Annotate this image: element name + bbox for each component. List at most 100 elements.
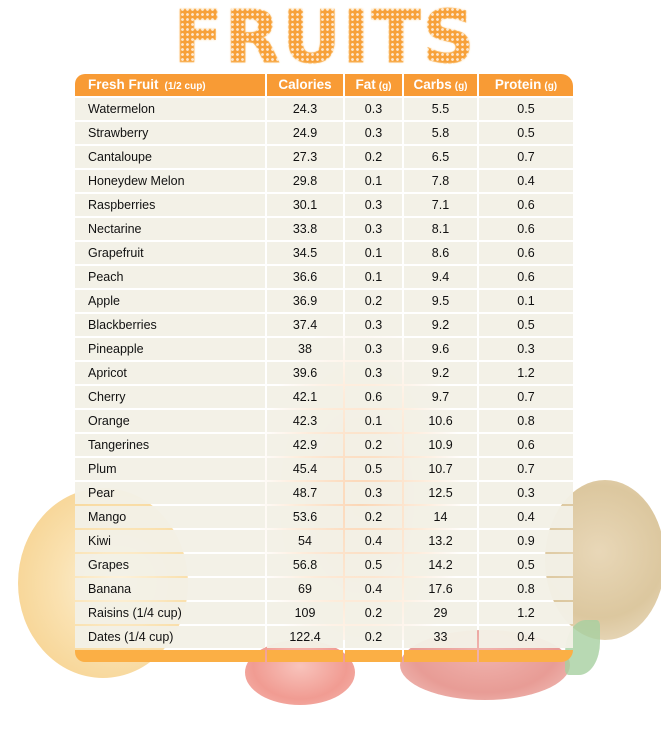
cell-protein: 0.5: [479, 314, 573, 336]
cell-fat: 0.1: [345, 242, 402, 264]
table-row: Watermelon 24.3 0.3 5.5 0.5: [75, 98, 573, 120]
table-row: Pineapple 38 0.3 9.6 0.3: [75, 338, 573, 360]
header-fresh-fruit: Fresh Fruit (1/2 cup): [75, 74, 265, 96]
cell-fruit: Plum: [75, 458, 265, 480]
cell-fruit: Mango: [75, 506, 265, 528]
cell-protein: 0.4: [479, 626, 573, 648]
cell-calories: 122.4: [267, 626, 343, 648]
cell-fruit: Raisins (1/4 cup): [75, 602, 265, 624]
cell-calories: 29.8: [267, 170, 343, 192]
cell-fruit: Blackberries: [75, 314, 265, 336]
cell-fruit: Watermelon: [75, 98, 265, 120]
cell-calories: 38: [267, 338, 343, 360]
cell-calories: 39.6: [267, 362, 343, 384]
cell-protein: 0.4: [479, 506, 573, 528]
cell-calories: 53.6: [267, 506, 343, 528]
header-protein: Protein (g): [479, 74, 573, 96]
table-row: Orange 42.3 0.1 10.6 0.8: [75, 410, 573, 432]
cell-protein: 0.8: [479, 578, 573, 600]
cell-protein: 0.5: [479, 554, 573, 576]
cell-carbs: 9.6: [404, 338, 477, 360]
cell-protein: 0.5: [479, 98, 573, 120]
nutrition-table: Fresh Fruit (1/2 cup) Calories Fat (g) Car…: [75, 74, 573, 664]
cell-fat: 0.3: [345, 122, 402, 144]
cell-fruit: Banana: [75, 578, 265, 600]
cell-protein: 1.2: [479, 362, 573, 384]
cell-fruit: Apricot: [75, 362, 265, 384]
cell-fat: 0.6: [345, 386, 402, 408]
table-row: Plum 45.4 0.5 10.7 0.7: [75, 458, 573, 480]
cell-protein: 0.9: [479, 530, 573, 552]
cell-carbs: 33: [404, 626, 477, 648]
cell-carbs: 8.1: [404, 218, 477, 240]
header-calories: Calories: [267, 74, 343, 96]
cell-fruit: Cantaloupe: [75, 146, 265, 168]
cell-protein: 0.6: [479, 434, 573, 456]
cell-carbs: 5.8: [404, 122, 477, 144]
cell-carbs: 17.6: [404, 578, 477, 600]
cell-fat: 0.2: [345, 506, 402, 528]
cell-calories: 24.9: [267, 122, 343, 144]
cell-fat: 0.2: [345, 146, 402, 168]
cell-fat: 0.1: [345, 266, 402, 288]
cell-fruit: Grapes: [75, 554, 265, 576]
cell-protein: 0.7: [479, 458, 573, 480]
cell-protein: 0.6: [479, 266, 573, 288]
cell-fruit: Dates (1/4 cup): [75, 626, 265, 648]
cell-fat: 0.1: [345, 410, 402, 432]
cell-calories: 69: [267, 578, 343, 600]
cell-fat: 0.4: [345, 578, 402, 600]
cell-carbs: 9.7: [404, 386, 477, 408]
table-footer-bar: [75, 650, 573, 662]
cell-protein: 0.3: [479, 338, 573, 360]
cell-calories: 37.4: [267, 314, 343, 336]
cell-protein: 0.5: [479, 122, 573, 144]
cell-fruit: Orange: [75, 410, 265, 432]
cell-calories: 24.3: [267, 98, 343, 120]
cell-fruit: Raspberries: [75, 194, 265, 216]
cell-fat: 0.2: [345, 626, 402, 648]
cell-calories: 109: [267, 602, 343, 624]
table-row: Dates (1/4 cup) 122.4 0.2 33 0.4: [75, 626, 573, 648]
cell-calories: 42.9: [267, 434, 343, 456]
cell-protein: 0.6: [479, 194, 573, 216]
cell-carbs: 7.1: [404, 194, 477, 216]
cell-protein: 0.7: [479, 386, 573, 408]
cell-carbs: 12.5: [404, 482, 477, 504]
cell-fat: 0.3: [345, 362, 402, 384]
cell-fruit: Peach: [75, 266, 265, 288]
table-row: Strawberry 24.9 0.3 5.8 0.5: [75, 122, 573, 144]
cell-calories: 45.4: [267, 458, 343, 480]
cell-calories: 42.1: [267, 386, 343, 408]
cell-fat: 0.2: [345, 602, 402, 624]
cell-fruit: Grapefruit: [75, 242, 265, 264]
table-row: Honeydew Melon 29.8 0.1 7.8 0.4: [75, 170, 573, 192]
header-fat: Fat (g): [345, 74, 402, 96]
cell-protein: 0.6: [479, 218, 573, 240]
table-row: Apple 36.9 0.2 9.5 0.1: [75, 290, 573, 312]
cell-calories: 56.8: [267, 554, 343, 576]
cell-fat: 0.3: [345, 338, 402, 360]
cell-protein: 1.2: [479, 602, 573, 624]
cell-fruit: Apple: [75, 290, 265, 312]
cell-protein: 0.1: [479, 290, 573, 312]
cell-fat: 0.1: [345, 170, 402, 192]
cell-fruit: Honeydew Melon: [75, 170, 265, 192]
cell-carbs: 13.2: [404, 530, 477, 552]
cell-fat: 0.3: [345, 314, 402, 336]
cell-fat: 0.2: [345, 290, 402, 312]
cell-protein: 0.8: [479, 410, 573, 432]
cell-fruit: Kiwi: [75, 530, 265, 552]
cell-fruit: Pear: [75, 482, 265, 504]
table-row: Apricot 39.6 0.3 9.2 1.2: [75, 362, 573, 384]
cell-carbs: 6.5: [404, 146, 477, 168]
cell-calories: 36.9: [267, 290, 343, 312]
table-row: Cherry 42.1 0.6 9.7 0.7: [75, 386, 573, 408]
table-header-row: Fresh Fruit (1/2 cup) Calories Fat (g) Car…: [75, 74, 573, 96]
cell-fat: 0.5: [345, 554, 402, 576]
table-body: Watermelon 24.3 0.3 5.5 0.5 Strawberry 24.9 0.3…: [75, 98, 573, 648]
table-row: Blackberries 37.4 0.3 9.2 0.5: [75, 314, 573, 336]
cell-fat: 0.3: [345, 218, 402, 240]
cell-calories: 30.1: [267, 194, 343, 216]
cell-calories: 34.5: [267, 242, 343, 264]
